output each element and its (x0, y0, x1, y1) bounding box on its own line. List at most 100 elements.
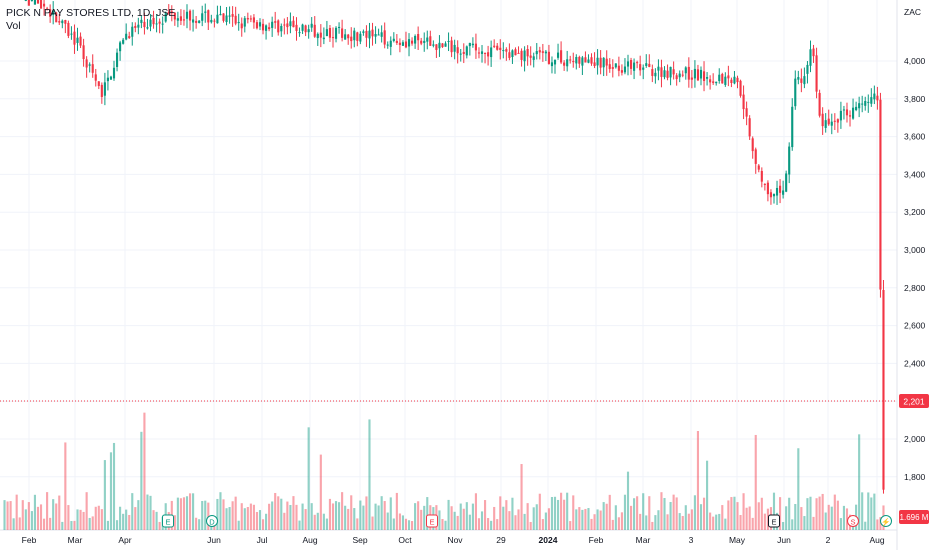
candle-body (541, 51, 544, 53)
time-tick-label: Sep (352, 535, 367, 545)
candle-body (24, 0, 27, 1)
candle-body (471, 43, 474, 46)
candle-body (417, 33, 420, 41)
event-marker-dividend-icon[interactable] (206, 515, 218, 527)
volume-bar (833, 494, 836, 530)
time-tick-label: 29 (496, 535, 506, 545)
candle-body (319, 32, 322, 38)
candle-body (67, 22, 70, 36)
event-marker-news-icon[interactable] (880, 515, 892, 527)
volume-bar (365, 496, 368, 530)
candle-body (392, 38, 395, 41)
volume-bar (389, 497, 392, 530)
volume-bar (599, 510, 602, 530)
volume-bar (772, 492, 776, 530)
candle-body (699, 69, 703, 79)
volume-bar (246, 507, 249, 530)
event-marker-earnings-icon[interactable] (162, 514, 174, 528)
candle-body (487, 52, 490, 57)
volume-bar (109, 452, 113, 530)
volume-bar (21, 500, 24, 530)
candle-body (785, 173, 788, 192)
candle-body (237, 22, 240, 24)
volume-bar (176, 497, 179, 530)
volume-bar (79, 509, 82, 530)
volume-bar (447, 499, 450, 530)
candle-body (301, 24, 304, 31)
volume-bar (201, 500, 204, 530)
candle-body (304, 25, 307, 33)
candle-body (626, 61, 630, 67)
candle-body (654, 72, 657, 77)
volume-bar (289, 504, 292, 530)
volume-bar (605, 503, 608, 530)
volume-bar (426, 497, 429, 530)
volume-bar (85, 492, 88, 530)
candle-body (73, 31, 76, 45)
price-tick-label: 2,800 (904, 283, 926, 293)
candle-body (152, 17, 155, 25)
candle-body (724, 76, 727, 85)
volume-bar (55, 503, 58, 530)
volume-bar (678, 513, 681, 530)
volume-bar (760, 497, 763, 530)
volume-bar (112, 442, 116, 530)
candle-body (721, 73, 724, 84)
price-tick-label: 2,400 (904, 358, 926, 368)
volume-bar (24, 509, 27, 530)
volume-bar (715, 514, 718, 530)
candle-body (79, 36, 82, 46)
volume-bar (143, 412, 146, 530)
candle-body (584, 57, 587, 63)
time-tick-label: Aug (302, 535, 317, 545)
candle-body (176, 18, 179, 21)
volume-bar (696, 431, 700, 530)
volume-bar (277, 496, 280, 530)
volume-bar (611, 519, 614, 530)
volume-bar (581, 509, 584, 530)
candle-body (617, 65, 620, 71)
volume-bar (867, 492, 870, 530)
volume-bar (523, 513, 526, 530)
volume-bar (657, 510, 660, 530)
candle-body (836, 119, 839, 123)
candle-body (82, 45, 85, 60)
volume-bar (721, 505, 724, 530)
volume-bar (417, 501, 420, 530)
event-marker-split-icon[interactable] (847, 515, 859, 527)
event-marker-earnings-icon[interactable] (426, 514, 438, 528)
candle-body (535, 51, 538, 55)
candle-body (736, 77, 739, 83)
volume-bar (128, 514, 131, 530)
volume-bar (845, 508, 849, 530)
candle-body (353, 30, 356, 41)
volume-bar (255, 511, 259, 530)
volume-bar (669, 502, 672, 530)
candle-body (839, 110, 842, 121)
volume-bar (392, 518, 395, 530)
event-marker-earnings-icon[interactable] (768, 514, 780, 528)
volume-bar (182, 497, 186, 530)
volume-bar (502, 506, 505, 530)
volume-bar (347, 508, 350, 530)
volume-bar (6, 501, 9, 530)
volume-bar (508, 511, 511, 530)
volume-bar (487, 518, 490, 530)
volume-bar (474, 493, 477, 530)
candle-body (42, 3, 46, 7)
volume-bar (821, 493, 824, 530)
volume-bar (304, 509, 307, 530)
candle-body (161, 23, 164, 25)
candle-body (742, 94, 745, 110)
volume-bar (383, 501, 386, 530)
volume-bar (608, 494, 611, 530)
candle-body (261, 23, 265, 31)
candle-body (204, 11, 207, 13)
candle-body (146, 27, 149, 29)
volume-bar (690, 509, 693, 530)
volume-bar (620, 512, 623, 530)
volume-bar (30, 511, 33, 530)
volume-bar (301, 503, 304, 530)
volume-bar (3, 500, 6, 530)
